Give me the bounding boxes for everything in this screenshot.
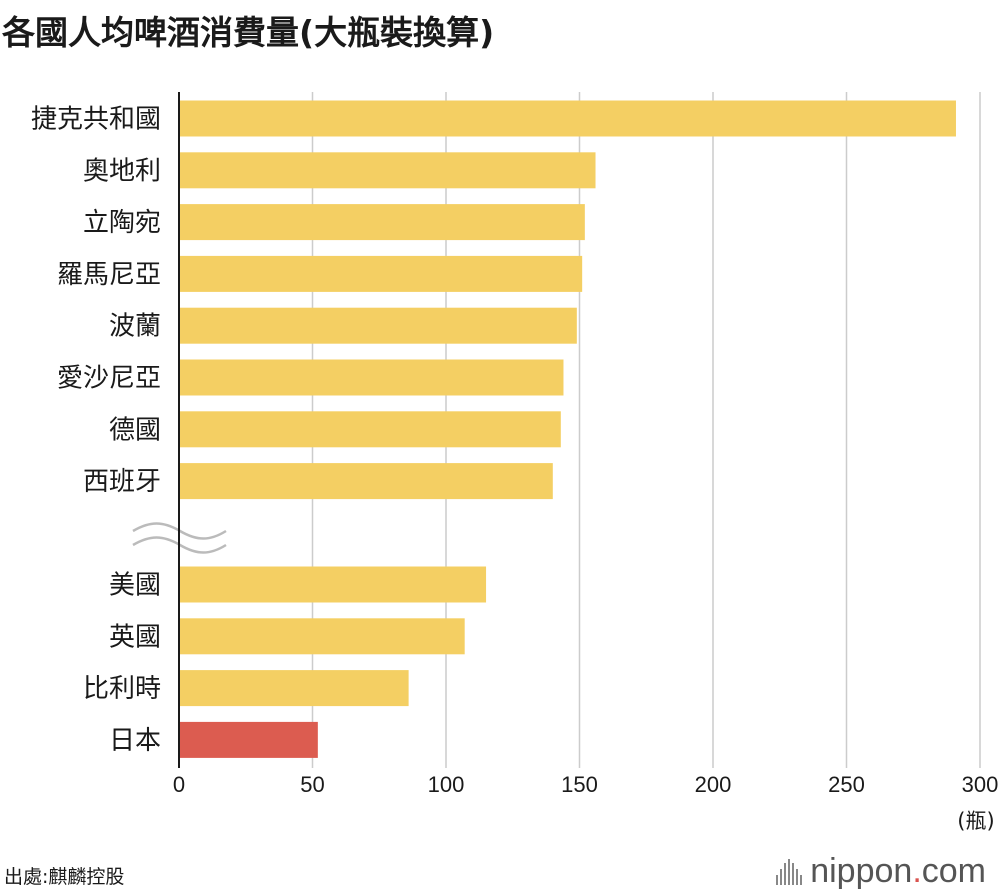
category-label: 奧地利 (83, 156, 161, 186)
x-tick-label: 300 (962, 772, 999, 797)
category-label: 羅馬尼亞 (57, 260, 161, 290)
category-label: 日本 (109, 726, 161, 756)
x-axis-unit: (瓶) (957, 809, 994, 833)
brand-name: nippon (810, 852, 913, 890)
category-label: 捷克共和國 (31, 105, 161, 135)
bar-item (179, 566, 487, 603)
category-label: 西班牙 (83, 467, 161, 497)
brand-tld: com (921, 852, 986, 890)
x-axis-ticks: 0 50 100 150 200 250 300 (173, 772, 998, 797)
bar-item (179, 307, 577, 344)
x-tick-label: 150 (561, 772, 598, 797)
brand-dot: . (912, 852, 922, 890)
bar-item (179, 411, 561, 448)
bars (179, 100, 956, 758)
x-tick-label: 200 (695, 772, 732, 797)
category-label: 立陶宛 (83, 208, 161, 238)
brand-logo[interactable]: nippon. com (776, 852, 986, 891)
x-tick-label: 0 (173, 772, 185, 797)
x-tick-label: 50 (300, 772, 324, 797)
bar-item (179, 152, 596, 189)
x-tick-label: 250 (828, 772, 865, 797)
x-tick-label: 100 (428, 772, 465, 797)
bar-item (179, 359, 564, 396)
bar-highlight (179, 721, 318, 758)
category-label: 美國 (109, 571, 161, 601)
bar-item (179, 463, 553, 500)
bar-item (179, 618, 465, 655)
category-label: 英國 (109, 622, 161, 652)
category-label: 比利時 (83, 674, 161, 704)
category-label: 波蘭 (109, 312, 161, 342)
bar-item (179, 100, 956, 137)
logo-bars-icon (776, 858, 803, 885)
bar-item (179, 204, 585, 241)
category-label: 德國 (109, 415, 161, 445)
bar-item (179, 670, 409, 707)
source-note: 出處:麒麟控股 (4, 866, 125, 888)
category-label: 愛沙尼亞 (57, 364, 161, 394)
chart-title: 各國人均啤酒消費量(大瓶裝換算) (2, 13, 495, 52)
bar-item (179, 255, 583, 292)
